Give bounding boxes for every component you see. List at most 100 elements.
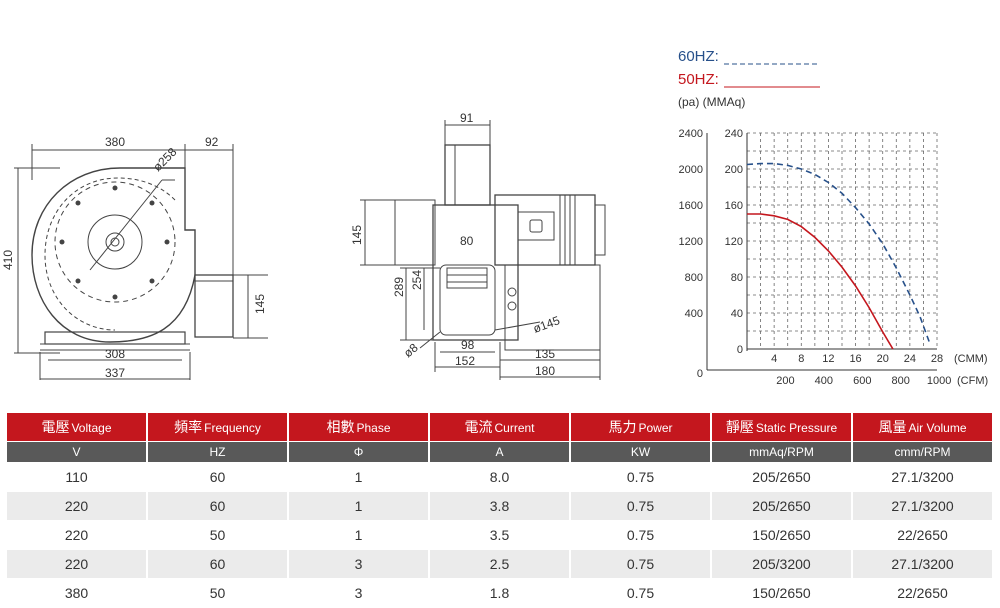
header-cell: 相數 Phase (289, 413, 428, 441)
dim-front-base2: 337 (105, 366, 125, 380)
dim-side-b1: 98 (461, 338, 475, 352)
dim-front-height: 410 (1, 250, 15, 270)
table-cell: 150/2650 (712, 521, 851, 549)
dim-front-side: 92 (205, 135, 219, 149)
header-en: Current (494, 421, 535, 435)
y-tick-label-pa: 1600 (679, 200, 703, 212)
front-view-drawing (14, 144, 268, 380)
spec-table-units: V HZ Φ A KW mmAq/RPM cmm/RPM (7, 442, 992, 462)
y-tick-label-mmaq: 80 (731, 272, 743, 284)
table-cell: 22/2650 (853, 579, 992, 607)
table-cell: 220 (7, 521, 146, 549)
header-en: Air Volume (908, 421, 967, 435)
x-axis-label-cfm: (CFM) (957, 375, 988, 387)
table-cell: 8.0 (430, 463, 569, 491)
table-cell: 220 (7, 550, 146, 578)
header-cell: 電壓 Voltage (7, 413, 146, 441)
table-cell: 110 (7, 463, 146, 491)
table-cell: 0.75 (571, 463, 710, 491)
header-zh: 風量 (878, 419, 907, 435)
x-tick-label-cfm: 400 (815, 375, 833, 387)
table-cell: 60 (148, 492, 287, 520)
front-view-bolts (59, 185, 170, 300)
table-row: 110 60 1 8.0 0.75 205/2650 27.1/3200 (7, 463, 992, 491)
table-cell: 3.5 (430, 521, 569, 549)
dim-side-h2: 254 (410, 270, 424, 290)
x-tick-label-cmm: 24 (904, 353, 916, 365)
y-tick-label-mmaq: 160 (725, 200, 743, 212)
header-cell: 馬力 Power (571, 413, 710, 441)
header-cell: 電流 Current (430, 413, 569, 441)
table-cell: 50 (148, 579, 287, 607)
table-cell: 1.8 (430, 579, 569, 607)
header-cell: 靜壓 Static Pressure (712, 413, 851, 441)
x-tick-label-cfm: 1000 (927, 375, 951, 387)
table-cell: 205/3200 (712, 550, 851, 578)
table-cell: 0.75 (571, 492, 710, 520)
unit-cell: KW (571, 442, 710, 462)
unit-cell: A (430, 442, 569, 462)
performance-chart: 0408012016020024004008001200160020002400… (679, 128, 989, 387)
table-cell: 3 (289, 550, 428, 578)
table-row: 220 50 1 3.5 0.75 150/2650 22/2650 (7, 521, 992, 549)
y-tick-label-pa: 2000 (679, 164, 703, 176)
header-zh: 靜壓 (725, 419, 754, 435)
table-cell: 0.75 (571, 521, 710, 549)
table-row: 220 60 3 2.5 0.75 205/3200 27.1/3200 (7, 550, 992, 578)
header-cell: 頻率 Frequency (148, 413, 287, 441)
table-cell: 0.75 (571, 579, 710, 607)
dim-side-h1: 289 (392, 277, 406, 297)
x-tick-label-cfm: 200 (776, 375, 794, 387)
y-tick-label-mmaq: 240 (725, 128, 743, 140)
y-tick-label-mmaq: 0 (737, 344, 743, 356)
unit-cell: V (7, 442, 146, 462)
table-cell: 22/2650 (853, 521, 992, 549)
y-tick-label-pa: 400 (685, 308, 703, 320)
table-cell: 27.1/3200 (853, 550, 992, 578)
table-cell: 380 (7, 579, 146, 607)
y-tick-label-pa: 0 (697, 368, 703, 380)
dim-front-outlet: 145 (253, 294, 267, 314)
dim-front-width: 380 (105, 135, 125, 149)
dim-side-inlet: 80 (460, 234, 474, 248)
legend-60hz-label: 60HZ: (678, 48, 719, 65)
header-zh: 電壓 (41, 419, 70, 435)
table-cell: 60 (148, 550, 287, 578)
side-view-drawing (360, 120, 606, 380)
table-cell: 205/2650 (712, 463, 851, 491)
header-en: Phase (356, 421, 391, 435)
header-en: Frequency (204, 421, 261, 435)
y-tick-label-mmaq: 120 (725, 236, 743, 248)
x-tick-label-cmm: 8 (798, 353, 804, 365)
y-tick-label-mmaq: 200 (725, 164, 743, 176)
y-tick-label-pa: 800 (685, 272, 703, 284)
table-cell: 1 (289, 463, 428, 491)
x-tick-label-cmm: 28 (931, 353, 943, 365)
y-tick-label-pa: 1200 (679, 236, 703, 248)
table-cell: 0.75 (571, 550, 710, 578)
x-tick-label-cmm: 12 (822, 353, 834, 365)
dim-side-top: 91 (460, 111, 474, 125)
table-cell: 1 (289, 521, 428, 549)
table-cell: 2.5 (430, 550, 569, 578)
table-cell: 3 (289, 579, 428, 607)
chart-unit-label: (pa) (MMAq) (678, 95, 746, 109)
series-line-60hz (746, 162, 931, 345)
dim-front-base1: 308 (105, 347, 125, 361)
x-axis-label-cmm: (CMM) (954, 353, 988, 365)
dim-side-b3: 135 (535, 347, 555, 361)
table-cell: 205/2650 (712, 492, 851, 520)
x-tick-label-cmm: 4 (771, 353, 777, 365)
header-zh: 電流 (464, 419, 493, 435)
header-zh: 馬力 (608, 419, 637, 435)
table-row: 380 50 3 1.8 0.75 150/2650 22/2650 (7, 579, 992, 607)
technical-drawings: 380 92 ø258 410 145 308 337 (1, 63, 989, 387)
dim-side-left: 145 (350, 225, 364, 245)
x-tick-label-cmm: 16 (849, 353, 861, 365)
table-cell: 220 (7, 492, 146, 520)
dim-front-diameter: ø258 (150, 145, 179, 174)
dim-side-dia: ø145 (531, 313, 562, 336)
table-cell: 50 (148, 521, 287, 549)
series-line-50hz (747, 213, 894, 350)
table-cell: 3.8 (430, 492, 569, 520)
